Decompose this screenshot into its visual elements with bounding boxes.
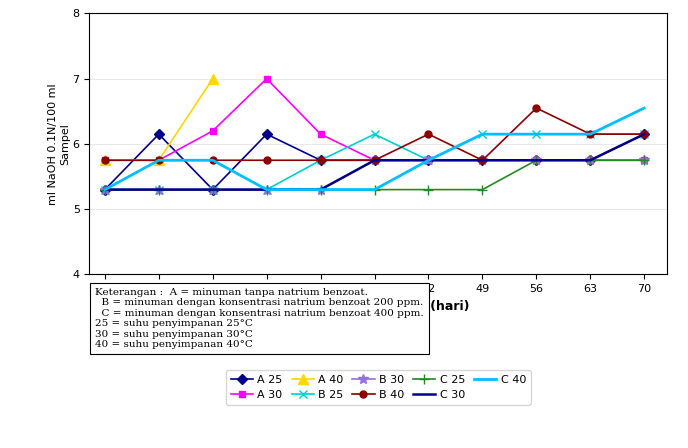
Text: Keterangan :  A = minuman tanpa natrium benzoat.
  B = minuman dengan konsentras: Keterangan : A = minuman tanpa natrium b… [95,288,424,349]
X-axis label: Lama Penyimpanan (hari): Lama Penyimpanan (hari) [288,300,469,313]
Y-axis label: ml NaOH 0.1N/100 ml
Sampel: ml NaOH 0.1N/100 ml Sampel [48,83,69,205]
Legend: A 25, A 30, A 40, B 25, B 30, B 40, C 25, C 30, C 40: A 25, A 30, A 40, B 25, B 30, B 40, C 25… [226,370,530,405]
